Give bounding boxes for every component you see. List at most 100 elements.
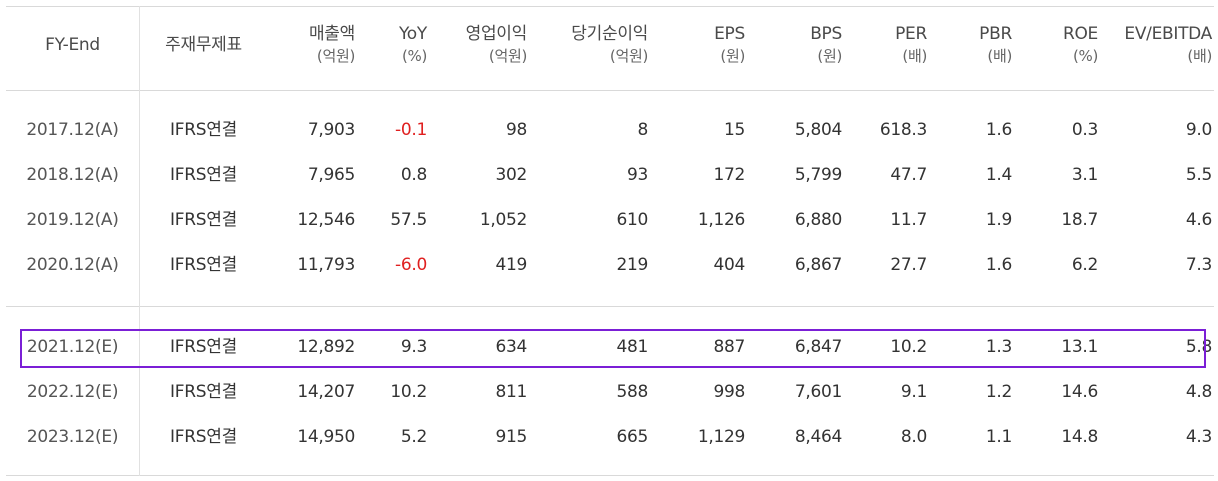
header-unit: (억원) [316, 47, 355, 65]
cell-pbr: 1.3 [985, 337, 1012, 357]
cell-yoy: 5.2 [400, 427, 427, 447]
header-per: PER (배) [842, 23, 927, 67]
cell-pbr: 1.4 [985, 165, 1012, 185]
header-pbr: PBR (배) [927, 23, 1012, 67]
cell-bps: 8,464 [794, 427, 842, 447]
cell-ev-ebitda: 4.6 [1185, 210, 1212, 230]
cell-pbr: 1.1 [985, 427, 1012, 447]
financial-table: FY-End 주재무제표 매출액 (억원) YoY (%) 영업이익 (억원) 당기순이익 (억원… [6, 6, 1214, 476]
header-label: 영업이익 [465, 24, 528, 44]
cell-per: 27.7 [890, 255, 927, 275]
header-label: 주재무제표 [165, 35, 242, 55]
header-eps: EPS (원) [648, 23, 745, 67]
cell-eps: 1,129 [697, 427, 745, 447]
header-label: YoY [398, 24, 427, 44]
cell-operating-profit: 302 [495, 165, 527, 185]
header-label: BPS [810, 24, 842, 44]
cell-fy-end: 2019.12(A) [26, 210, 119, 230]
cell-bps: 5,799 [794, 165, 842, 185]
cell-fy-end: 2023.12(E) [26, 427, 119, 447]
cell-eps: 1,126 [697, 210, 745, 230]
cell-fy-end: 2020.12(A) [26, 255, 119, 275]
cell-roe: 0.3 [1071, 120, 1098, 140]
cell-yoy: 0.8 [400, 165, 427, 185]
cell-per: 618.3 [879, 120, 927, 140]
estimate-divider [6, 306, 1214, 307]
cell-main-statement: IFRS연결 [170, 337, 237, 357]
cell-fy-end: 2021.12(E) [26, 337, 119, 357]
header-label: EPS [714, 24, 745, 44]
cell-eps: 172 [713, 165, 745, 185]
cell-revenue: 11,793 [297, 255, 355, 275]
bottom-rule [6, 475, 1214, 476]
cell-roe: 3.1 [1071, 165, 1098, 185]
header-label: 매출액 [308, 24, 355, 44]
cell-yoy: 57.5 [390, 210, 427, 230]
header-operating-profit: 영업이익 (억원) [427, 23, 528, 67]
cell-bps: 6,880 [794, 210, 842, 230]
cell-revenue: 12,892 [297, 337, 355, 357]
cell-net-income: 481 [616, 337, 648, 357]
cell-net-income: 8 [637, 120, 648, 140]
header-net-income: 당기순이익 (억원) [527, 23, 648, 67]
cell-ev-ebitda: 4.3 [1185, 427, 1212, 447]
cell-pbr: 1.2 [985, 382, 1012, 402]
cell-yoy: 9.3 [400, 337, 427, 357]
cell-operating-profit: 1,052 [479, 210, 527, 230]
cell-eps: 998 [713, 382, 745, 402]
cell-bps: 7,601 [794, 382, 842, 402]
cell-ev-ebitda: 9.0 [1185, 120, 1212, 140]
cell-eps: 887 [713, 337, 745, 357]
header-unit: (억원) [609, 47, 648, 65]
cell-eps: 15 [723, 120, 745, 140]
cell-roe: 14.8 [1061, 427, 1098, 447]
header-revenue: 매출액 (억원) [261, 23, 355, 67]
cell-ev-ebitda: 5.5 [1185, 165, 1212, 185]
cell-net-income: 219 [616, 255, 648, 275]
cell-main-statement: IFRS연결 [170, 427, 237, 447]
cell-revenue: 7,965 [307, 165, 355, 185]
cell-operating-profit: 811 [495, 382, 527, 402]
header-unit: (배) [902, 47, 927, 65]
cell-revenue: 12,546 [297, 210, 355, 230]
cell-net-income: 665 [616, 427, 648, 447]
cell-operating-profit: 98 [505, 120, 527, 140]
cell-main-statement: IFRS연결 [170, 382, 237, 402]
header-unit: (원) [817, 47, 842, 65]
header-label: PBR [979, 24, 1012, 44]
cell-main-statement: IFRS연결 [170, 210, 237, 230]
cell-main-statement: IFRS연결 [170, 255, 237, 275]
column-divider [139, 6, 140, 476]
cell-yoy: -6.0 [395, 255, 427, 275]
cell-revenue: 14,950 [297, 427, 355, 447]
header-label: 당기순이익 [571, 24, 648, 44]
cell-pbr: 1.6 [985, 120, 1012, 140]
header-label: FY-End [45, 35, 100, 55]
cell-roe: 18.7 [1061, 210, 1098, 230]
header-main-statement: 주재무제표 [146, 34, 261, 56]
cell-per: 47.7 [890, 165, 927, 185]
cell-yoy: -0.1 [395, 120, 427, 140]
cell-revenue: 14,207 [297, 382, 355, 402]
cell-revenue: 7,903 [307, 120, 355, 140]
cell-per: 11.7 [890, 210, 927, 230]
cell-pbr: 1.6 [985, 255, 1012, 275]
cell-yoy: 10.2 [390, 382, 427, 402]
cell-net-income: 588 [616, 382, 648, 402]
header-unit: (원) [720, 47, 745, 65]
cell-fy-end: 2022.12(E) [26, 382, 119, 402]
cell-fy-end: 2017.12(A) [26, 120, 119, 140]
cell-bps: 6,867 [794, 255, 842, 275]
cell-per: 10.2 [890, 337, 927, 357]
cell-net-income: 610 [616, 210, 648, 230]
cell-roe: 13.1 [1061, 337, 1098, 357]
header-unit: (배) [987, 47, 1012, 65]
header-label: EV/EBITDA [1124, 24, 1212, 44]
cell-net-income: 93 [626, 165, 648, 185]
header-fy-end: FY-End [6, 34, 139, 56]
cell-bps: 6,847 [794, 337, 842, 357]
header-unit: (억원) [488, 47, 527, 65]
header-unit: (%) [1072, 47, 1098, 65]
header-roe: ROE (%) [1012, 23, 1098, 67]
header-yoy: YoY (%) [355, 23, 427, 67]
